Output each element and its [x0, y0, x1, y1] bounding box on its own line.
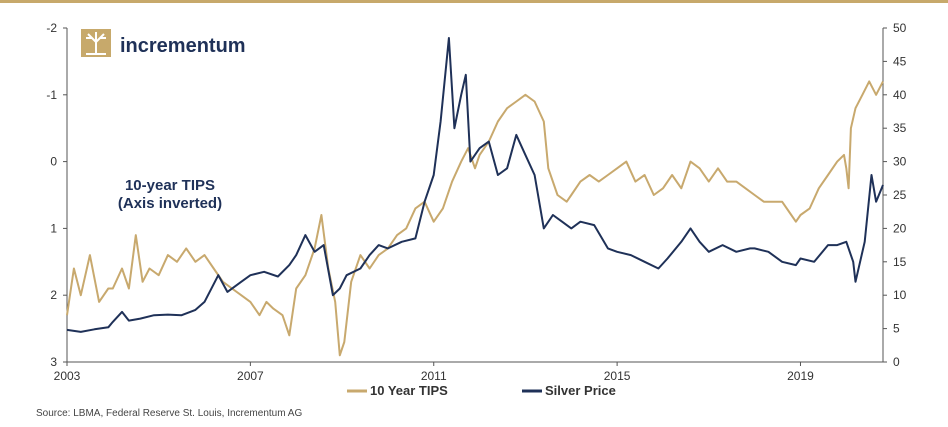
left-axis-ticks: -2 -1 0 1 2 3 — [46, 21, 67, 369]
x-tick-label: 2011 — [421, 369, 447, 383]
incrementum-logo: incrementum — [81, 29, 246, 57]
right-tick-label: 45 — [893, 54, 907, 68]
tree-icon — [81, 29, 111, 57]
right-tick-label: 15 — [893, 255, 907, 269]
right-tick-label: 5 — [893, 322, 900, 336]
x-tick-label: 2003 — [54, 369, 81, 383]
x-tick-label: 2015 — [604, 369, 631, 383]
right-axis-ticks: 0 5 10 15 20 25 30 35 40 45 50 — [883, 21, 907, 369]
annotation-line-2: (Axis inverted) — [118, 195, 222, 212]
right-tick-label: 40 — [893, 88, 907, 102]
source-note: Source: LBMA, Federal Reserve St. Louis,… — [36, 408, 303, 419]
logo-text: incrementum — [120, 35, 246, 57]
left-tick-label: 2 — [50, 288, 57, 302]
annotation-line-1: 10-year TIPS — [125, 177, 215, 194]
series-line-silver-price — [66, 37, 884, 333]
x-tick-label: 2019 — [787, 369, 814, 383]
right-tick-label: 20 — [893, 221, 907, 235]
legend-label-silver-price: Silver Price — [545, 383, 616, 398]
x-axis-ticks: 2003 2007 2011 2015 2019 — [54, 362, 814, 383]
left-tick-label: 1 — [50, 221, 57, 235]
left-tick-label: 0 — [50, 155, 57, 169]
left-tick-label: -1 — [46, 88, 57, 102]
x-tick-label: 2007 — [237, 369, 264, 383]
right-tick-label: 0 — [893, 355, 900, 369]
right-tick-label: 30 — [893, 155, 907, 169]
left-tick-label: 3 — [50, 355, 57, 369]
right-tick-label: 10 — [893, 288, 907, 302]
legend: 10 Year TIPS Silver Price — [347, 383, 616, 398]
right-tick-label: 25 — [893, 188, 907, 202]
legend-label-10-year-tips: 10 Year TIPS — [370, 383, 448, 398]
left-tick-label: -2 — [46, 21, 57, 35]
series-line-10-year-tips — [66, 80, 884, 357]
right-tick-label: 50 — [893, 21, 907, 35]
top-accent-rule — [0, 0, 948, 3]
right-tick-label: 35 — [893, 121, 907, 135]
